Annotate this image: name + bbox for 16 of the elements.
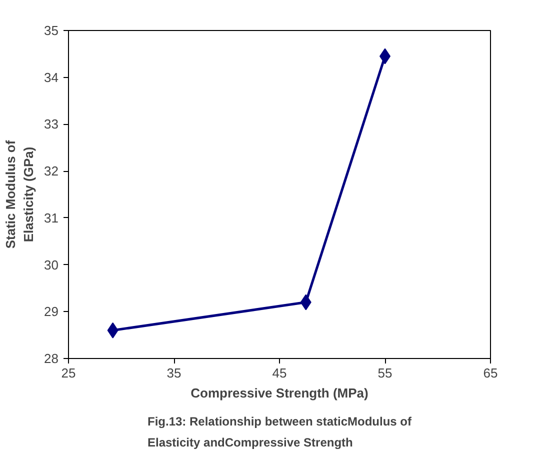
- y-tick-label: 30: [44, 257, 59, 272]
- y-tick-label: 35: [44, 23, 59, 38]
- caption: Fig.13: Relationship between staticModulus of Elasticity andCompressive Strength: [147, 414, 413, 450]
- y-axis-title: Static Modulus of Elasticity (GPa): [3, 140, 36, 249]
- x-tick-label: 35: [166, 366, 182, 380]
- y-tick-label: 32: [44, 164, 59, 179]
- x-axis-title: Compressive Strength (MPa): [190, 386, 368, 400]
- y-tick-label: 33: [44, 116, 59, 132]
- y-tick-label: 28: [44, 351, 59, 366]
- y-tick-label: 29: [44, 304, 59, 320]
- x-tick-label: 25: [61, 366, 76, 380]
- x-tick-label: 45: [272, 366, 287, 380]
- x-tick-label: 55: [378, 366, 392, 380]
- x-tick-label: 65: [483, 366, 498, 380]
- y-tick-label: 34: [44, 70, 59, 85]
- y-tick-label: 31: [44, 210, 59, 226]
